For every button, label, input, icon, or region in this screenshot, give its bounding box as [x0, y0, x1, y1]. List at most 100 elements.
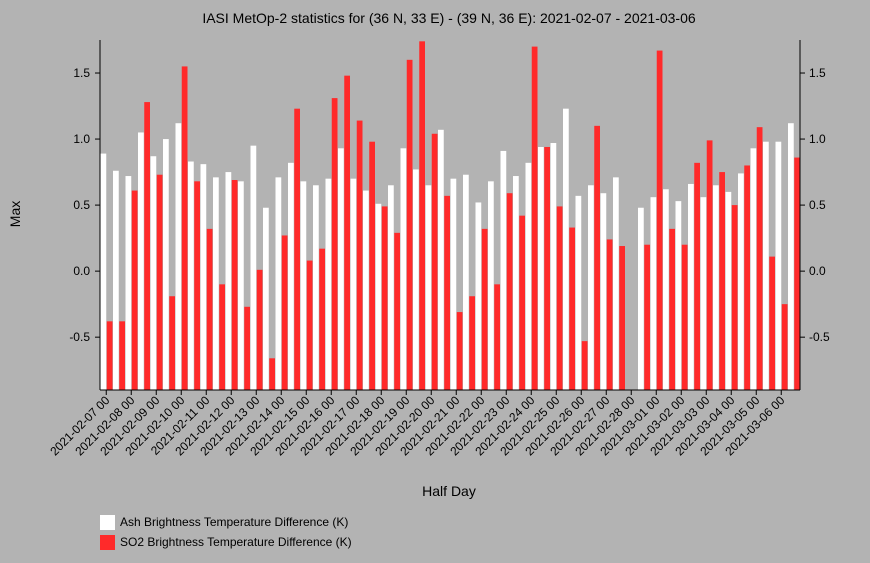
ash-bar	[700, 197, 707, 390]
so2-bar	[431, 133, 438, 390]
so2-bar	[569, 227, 575, 390]
ash-bar	[275, 177, 282, 390]
ash-bar	[113, 170, 119, 390]
so2-bar	[781, 304, 788, 390]
so2-bar	[719, 172, 725, 390]
legend-item-so2: SO2 Brightness Temperature Difference (K…	[100, 532, 352, 552]
ash-bar	[563, 108, 569, 391]
ash-bar	[375, 203, 382, 390]
ash-bar	[775, 141, 782, 390]
so2-bar	[231, 180, 238, 390]
so2-bar	[344, 75, 350, 390]
ash-bar	[313, 185, 319, 390]
ash-bar	[750, 148, 757, 390]
so2-bar	[494, 284, 500, 390]
y-tick-label-left: 1.5	[73, 66, 90, 80]
ash-bar	[725, 191, 732, 390]
so2-bar	[194, 181, 200, 390]
ash-bar	[163, 139, 169, 390]
ash-bar	[213, 177, 219, 390]
ash-bar	[763, 141, 769, 390]
ash-bar	[250, 145, 257, 390]
so2-bar	[794, 157, 800, 390]
ash-bar	[650, 197, 657, 390]
so2-bar	[681, 244, 688, 390]
ash-bar	[288, 162, 294, 390]
so2-bar	[644, 244, 650, 390]
ash-bar	[363, 190, 369, 390]
ash-bar	[500, 150, 507, 390]
so2-bar	[656, 50, 663, 390]
ash-bar	[675, 201, 682, 390]
ash-bar	[513, 176, 519, 390]
ash-bar	[688, 183, 694, 390]
so2-bar	[269, 358, 275, 390]
so2-bar	[619, 246, 625, 390]
ash-bar	[350, 178, 357, 390]
so2-bar	[581, 341, 588, 390]
ash-bar	[488, 181, 494, 390]
so2-bar	[294, 108, 300, 391]
x-axis-label: Half Day	[422, 483, 476, 499]
so2-bar	[506, 193, 513, 390]
so2-bar	[669, 228, 675, 390]
ash-bar	[475, 202, 482, 390]
so2-bar	[181, 66, 188, 391]
so2-bar	[356, 120, 363, 390]
y-tick-label-left: 0.5	[73, 198, 90, 212]
so2-bar	[144, 102, 150, 390]
y-tick-label-left: 0.0	[73, 264, 90, 278]
so2-bar	[331, 98, 338, 391]
so2-bar	[244, 306, 250, 390]
so2-bar	[394, 232, 400, 390]
legend-label-so2: SO2 Brightness Temperature Difference (K…	[120, 535, 352, 549]
so2-bar	[481, 228, 488, 390]
ash-bar	[713, 185, 719, 390]
ash-bar	[125, 176, 132, 390]
so2-bar	[706, 140, 713, 390]
so2-bar	[519, 215, 525, 390]
so2-bar	[319, 248, 325, 390]
so2-bar	[694, 162, 700, 390]
ash-bar	[663, 189, 669, 390]
ash-bar	[188, 161, 194, 390]
y-tick-label-left: -0.5	[69, 330, 90, 344]
ash-bar	[525, 162, 532, 390]
so2-bar	[406, 59, 413, 391]
ash-bar	[300, 181, 307, 390]
y-tick-label-right: 0.5	[809, 198, 826, 212]
y-axis-label: Max	[7, 201, 23, 227]
so2-bar	[219, 284, 225, 390]
ash-bar	[150, 156, 157, 390]
plot-area: -0.5 -0.50.0 0.00.5 0.51.0 1.01.5 1.52021-02-…	[47, 40, 830, 458]
ash-bar	[413, 169, 419, 390]
ash-bar	[550, 143, 557, 390]
ash-bar	[575, 195, 582, 390]
so2-bar	[531, 46, 538, 390]
y-tick-label-right: 0.0	[809, 264, 826, 278]
ash-bar	[338, 148, 344, 390]
ash-bar	[388, 185, 394, 390]
y-tick-label-left: 1.0	[73, 132, 90, 146]
so2-bar	[469, 296, 475, 390]
ash-bar	[738, 173, 744, 390]
y-tick-label-right: -0.5	[809, 330, 830, 344]
so2-bar	[369, 141, 375, 390]
so2-bar	[731, 205, 738, 390]
so2-bar	[756, 127, 763, 391]
so2-bar	[544, 146, 550, 390]
so2-bar	[456, 312, 463, 390]
y-tick-label-right: 1.5	[809, 66, 826, 80]
ash-bar	[538, 146, 544, 390]
so2-bar	[256, 269, 263, 390]
so2-bar	[156, 174, 163, 390]
legend-item-ash: Ash Brightness Temperature Difference (K…	[100, 512, 352, 532]
ash-bar	[613, 177, 619, 390]
legend-swatch-ash	[100, 514, 115, 530]
so2-bar	[594, 125, 600, 390]
ash-bar	[200, 164, 207, 390]
ash-bar	[175, 123, 182, 391]
so2-bar	[444, 195, 450, 390]
so2-bar	[556, 206, 563, 390]
